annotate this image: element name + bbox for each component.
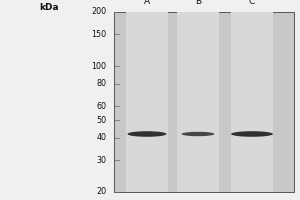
Bar xyxy=(126,12,168,192)
Text: kDa: kDa xyxy=(39,3,58,12)
Ellipse shape xyxy=(182,132,214,136)
Text: 150: 150 xyxy=(92,30,106,39)
Text: 50: 50 xyxy=(96,116,106,125)
Text: 20: 20 xyxy=(96,188,106,196)
Text: C: C xyxy=(249,0,255,6)
Bar xyxy=(177,12,219,192)
Text: 100: 100 xyxy=(92,62,106,71)
Ellipse shape xyxy=(231,131,273,137)
Text: 30: 30 xyxy=(97,156,106,165)
Text: 40: 40 xyxy=(97,133,106,142)
Bar xyxy=(114,12,294,192)
Text: A: A xyxy=(144,0,150,6)
Text: B: B xyxy=(195,0,201,6)
Ellipse shape xyxy=(128,131,167,137)
Text: 60: 60 xyxy=(97,102,106,111)
Text: 80: 80 xyxy=(97,79,106,88)
Text: 200: 200 xyxy=(92,7,106,17)
Bar xyxy=(231,12,273,192)
